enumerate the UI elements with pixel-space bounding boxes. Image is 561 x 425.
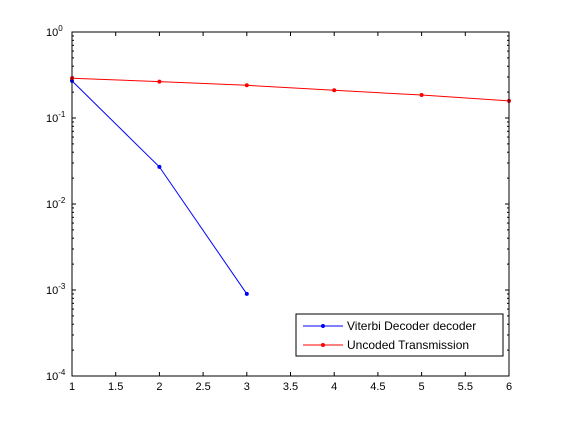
x-tick-label: 5.5 <box>458 381 473 393</box>
y-tick-exponent: -3 <box>58 282 66 291</box>
x-tick-label: 5 <box>419 381 425 393</box>
axes-box <box>71 31 510 377</box>
y-tick-base: 10 <box>46 371 58 383</box>
x-tick-label: 1 <box>69 381 75 393</box>
legend-label-uncoded: Uncoded Transmission <box>347 338 469 352</box>
y-tick-exponent: -4 <box>58 368 66 377</box>
series-0-point <box>244 291 249 296</box>
y-tick-label: 10-3 <box>46 282 66 297</box>
series-layer <box>70 76 511 296</box>
series-0-point <box>157 164 162 169</box>
y-tick-base: 10 <box>46 27 58 39</box>
x-tick-label: 3.5 <box>283 381 298 393</box>
x-tick-label: 3 <box>244 381 250 393</box>
series-1-point <box>332 88 337 93</box>
y-tick-label: 10-1 <box>46 110 66 125</box>
legend-label-viterbi: Viterbi Decoder decoder <box>347 319 476 333</box>
y-tick-label: 10-2 <box>46 196 66 211</box>
x-tick-label: 4 <box>331 381 337 393</box>
x-tick-label: 2.5 <box>195 381 210 393</box>
y-tick-label: 100 <box>46 24 63 39</box>
x-tick-label: 6 <box>506 381 512 393</box>
y-tick-exponent: 0 <box>58 24 63 33</box>
y-tick-exponent: -2 <box>58 196 66 205</box>
x-tick-label: 2 <box>156 381 162 393</box>
series-1-point <box>419 93 424 98</box>
legend: Viterbi Decoder decoder Uncoded Transmis… <box>295 313 504 357</box>
y-tick-base: 10 <box>46 285 58 297</box>
y-tick-base: 10 <box>46 113 58 125</box>
series-1-point <box>244 83 249 88</box>
legend-marker-viterbi <box>321 324 325 328</box>
y-tick-label: 10-4 <box>46 368 66 383</box>
series-1-point <box>157 79 162 84</box>
y-tick-base: 10 <box>46 199 58 211</box>
x-tick-label: 1.5 <box>108 381 123 393</box>
x-tick-label: 4.5 <box>370 381 385 393</box>
legend-marker-uncoded <box>321 343 325 347</box>
legend-box <box>295 313 504 357</box>
series-line-1 <box>71 77 510 102</box>
y-tick-exponent: -1 <box>58 110 66 119</box>
